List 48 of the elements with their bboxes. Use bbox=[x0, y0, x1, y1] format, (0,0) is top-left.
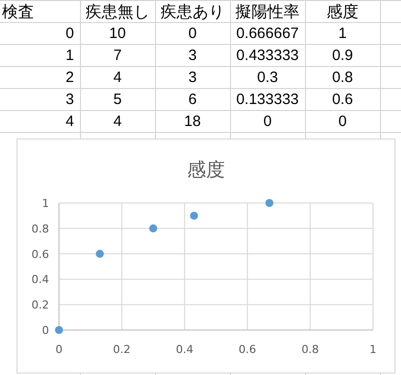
data-label: 0 bbox=[263, 113, 272, 130]
data-label: 10 bbox=[109, 25, 126, 42]
data-label: 0.9 bbox=[332, 47, 353, 64]
data-label: 7 bbox=[113, 47, 122, 64]
data-label: 0.133333 bbox=[236, 91, 299, 108]
x-tick-label: 感度 bbox=[326, 2, 358, 21]
data-label: 0.666667 bbox=[236, 25, 299, 42]
x-tick-label: 1 bbox=[370, 343, 376, 356]
data-label: 6 bbox=[188, 91, 197, 108]
x-tick-label: 0 bbox=[56, 343, 62, 356]
data-label: 0.3 bbox=[257, 69, 278, 86]
data-label: 5 bbox=[113, 91, 122, 108]
data-label: 4 bbox=[113, 69, 122, 86]
y-tick-label: 1 bbox=[42, 197, 49, 210]
point bbox=[96, 250, 104, 258]
point bbox=[265, 199, 274, 207]
data-label: 0 bbox=[338, 113, 347, 130]
data-label: 3 bbox=[188, 47, 197, 64]
x-tick-label: 擬陽性率 bbox=[236, 2, 300, 21]
data-label: 3 bbox=[188, 69, 197, 86]
y-tick-label: 1 bbox=[66, 47, 74, 64]
y-tick-label: 4 bbox=[66, 113, 74, 130]
y-tick-label: 3 bbox=[66, 91, 74, 108]
point bbox=[55, 326, 63, 334]
x-tick-label: 0.8 bbox=[301, 343, 319, 356]
y-tick-label: 0 bbox=[42, 324, 49, 337]
data-label: 0.6 bbox=[332, 91, 353, 108]
y-tick-label: 0 bbox=[66, 25, 74, 42]
x-tick-label: 0.4 bbox=[176, 343, 194, 356]
data-label: 0.433333 bbox=[236, 47, 299, 64]
point bbox=[149, 224, 158, 232]
data-label: 0.8 bbox=[332, 69, 353, 86]
x-tick-label: 0.2 bbox=[113, 343, 131, 356]
chart-title: 感度 bbox=[187, 159, 225, 181]
y-tick-label: 0.8 bbox=[32, 222, 49, 236]
data-label: 18 bbox=[184, 113, 201, 130]
y-tick-label: 2 bbox=[66, 69, 74, 86]
data-label: 1 bbox=[338, 25, 347, 42]
y-tick-label: 0.2 bbox=[32, 298, 49, 312]
y-tick-label: 0.6 bbox=[32, 248, 49, 261]
point bbox=[190, 212, 198, 220]
x-tick-label: 0.6 bbox=[238, 343, 256, 356]
x-tick-label: 疾患あり bbox=[160, 2, 224, 21]
data-label: 0 bbox=[188, 25, 197, 42]
data-label: 4 bbox=[113, 113, 122, 130]
y-axis-title: 検査 bbox=[2, 2, 34, 21]
x-tick-label: 疾患無し bbox=[86, 2, 150, 21]
y-tick-label: 0.4 bbox=[32, 273, 49, 286]
